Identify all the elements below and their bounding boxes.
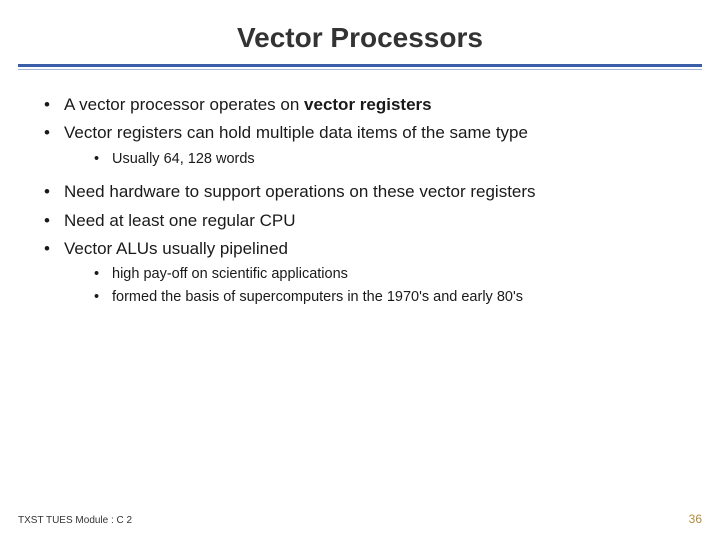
bullet-text: high pay-off on scientific applications [112, 266, 348, 282]
sub-bullet-list: Usually 64, 128 words [64, 147, 680, 178]
bullet-text: formed the basis of supercomputers in th… [112, 289, 523, 305]
bullet-text-run: Need at least one regular CPU [64, 211, 296, 230]
bullet-item: Need hardware to support operations on t… [40, 179, 680, 205]
slide-body: A vector processor operates on vector re… [0, 88, 720, 316]
bullet-text: Vector ALUs usually pipelined [64, 239, 288, 258]
sub-bullet-item: high pay-off on scientific applications [92, 264, 680, 286]
bullet-text-run: A vector processor operates on [64, 95, 304, 114]
sub-bullet-item: Usually 64, 128 words [92, 149, 680, 171]
bullet-text-run: Usually 64, 128 words [112, 151, 255, 167]
sub-bullet-list: high pay-off on scientific applications f… [64, 262, 680, 316]
bullet-text: Need hardware to support operations on t… [64, 182, 536, 201]
separator-line-primary [18, 64, 702, 67]
footer-module-label: TXST TUES Module : C 2 [18, 515, 132, 526]
bullet-text: A vector processor operates on vector re… [64, 95, 432, 114]
sub-bullet-item: formed the basis of supercomputers in th… [92, 287, 680, 309]
slide: Vector Processors A vector processor ope… [0, 0, 720, 540]
bullet-text: Need at least one regular CPU [64, 211, 296, 230]
bullet-text: Usually 64, 128 words [112, 151, 255, 167]
bullet-text-bold: vector registers [304, 95, 432, 114]
slide-title: Vector Processors [0, 0, 720, 64]
bullet-item: Need at least one regular CPU [40, 208, 680, 234]
title-separator [18, 64, 702, 70]
bullet-list: A vector processor operates on vector re… [40, 92, 680, 316]
bullet-text-run: Need hardware to support operations on t… [64, 182, 536, 201]
bullet-text-run: high pay-off on scientific applications [112, 266, 348, 282]
bullet-item: A vector processor operates on vector re… [40, 92, 680, 118]
bullet-text-run: formed the basis of supercomputers in th… [112, 289, 523, 305]
page-number: 36 [689, 512, 702, 526]
bullet-item: Vector ALUs usually pipelined high pay-of… [40, 236, 680, 316]
bullet-text-run: Vector registers can hold multiple data … [64, 123, 528, 142]
bullet-text: Vector registers can hold multiple data … [64, 123, 528, 142]
bullet-text-run: Vector ALUs usually pipelined [64, 239, 288, 258]
bullet-item: Vector registers can hold multiple data … [40, 120, 680, 177]
separator-line-secondary [18, 69, 702, 70]
